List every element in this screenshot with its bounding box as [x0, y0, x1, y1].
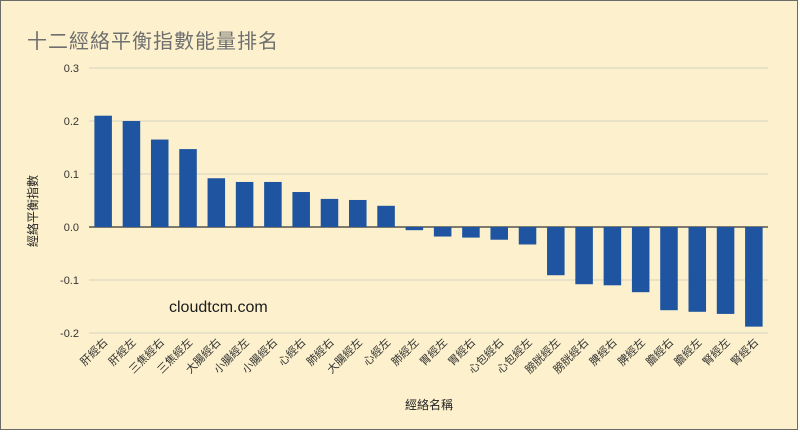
x-tick-label: 腎經左: [699, 335, 732, 368]
bar: [349, 199, 367, 227]
x-tick-label: 肝經右: [77, 335, 110, 368]
bar: [179, 149, 197, 227]
x-tick-label: 脾經左: [615, 335, 648, 368]
y-tick-label: 0.2: [64, 116, 79, 128]
bar: [660, 227, 678, 311]
bar: [235, 181, 254, 227]
x-tick-label: 膽經右: [643, 335, 676, 368]
bar: [490, 227, 508, 240]
x-tick-label: 胃經左: [417, 335, 450, 368]
y-axis-title: 經絡平衡指數: [25, 175, 40, 247]
x-tick-labels: 肝經右肝經左三焦經右三焦經左大腸經右小腸經左小腸經右心經右肺經右大腸經左心經左肺…: [77, 335, 761, 376]
y-tick-label: -0.1: [60, 275, 79, 287]
bar: [150, 139, 169, 227]
bar: [462, 227, 480, 238]
bar: [547, 227, 565, 276]
bar: [320, 198, 339, 227]
y-tick-label: 0.3: [64, 63, 79, 75]
y-tick-labels: 0.3 0.2 0.1 0.0 -0.1 -0.2: [60, 63, 79, 340]
x-tick-label: 肺經左: [388, 335, 421, 368]
y-tick-label: -0.2: [60, 328, 79, 340]
x-axis-title: 經絡名稱: [405, 397, 453, 412]
x-tick-label: 腎經右: [728, 335, 761, 368]
x-tick-label: 膽經左: [671, 335, 704, 368]
bar: [518, 227, 537, 245]
bar: [377, 205, 395, 227]
bar: [405, 227, 424, 231]
bar: [631, 227, 650, 293]
bar: [207, 178, 226, 227]
watermark-text: cloudtcm.com: [169, 299, 268, 316]
bar: [575, 227, 593, 285]
y-tick-label: 0.1: [64, 169, 79, 181]
bars: [94, 115, 763, 327]
bar: [716, 227, 735, 314]
x-tick-label: 心經右: [275, 335, 308, 368]
gridlines: [89, 67, 768, 334]
chart-title: 十二經絡平衡指數能量排名: [27, 29, 279, 53]
x-tick-label: 脾經右: [586, 335, 619, 368]
bar: [688, 227, 707, 312]
bar: [745, 227, 763, 327]
bar: [122, 121, 141, 227]
bar: [94, 115, 112, 227]
bar: [264, 181, 282, 227]
x-tick-label: 心經左: [360, 335, 393, 368]
bar: [433, 227, 452, 237]
bar: [292, 192, 310, 227]
y-tick-label: 0.0: [64, 222, 79, 234]
bar: [603, 227, 622, 286]
